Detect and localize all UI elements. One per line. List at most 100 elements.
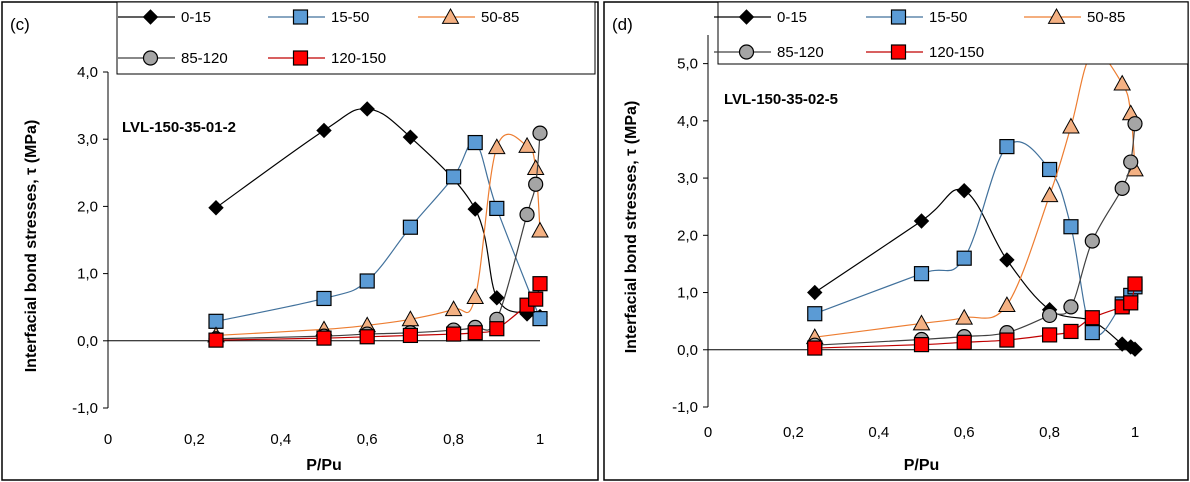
data-point (913, 213, 930, 229)
data-point (316, 122, 332, 139)
data-point (519, 206, 535, 223)
data-point (956, 182, 972, 199)
x-tick-label: 0,6 (357, 431, 378, 448)
data-point (526, 159, 545, 175)
y-tick-label: 0,0 (677, 342, 698, 359)
data-point (1084, 233, 1100, 249)
data-point (359, 329, 375, 345)
data-point (807, 284, 823, 301)
data-point (446, 326, 462, 342)
y-tick-label: 2,0 (77, 198, 98, 215)
data-point (1062, 117, 1080, 134)
legend-marker (142, 9, 159, 25)
series-50-85 (805, 44, 1144, 345)
data-point (956, 250, 972, 266)
legend-marker (890, 9, 907, 25)
data-point (807, 340, 823, 356)
legend-marker (890, 44, 907, 60)
chart-panel-d: -1,0 0,0 1,0 2,0 3,0 4,0 5,0 0 0,2 0,4 0,6 0,8 1 P/Pu… (612, 1, 1189, 474)
data-point (444, 300, 463, 317)
legend-label: 50-85 (481, 9, 519, 26)
legend-marker (292, 9, 309, 25)
legend-marker (142, 50, 159, 66)
x-tick-label: 0,2 (184, 431, 205, 448)
series-15-50 (208, 134, 548, 329)
legend: 0-15 15-50 50-85 85-120 120-150 (714, 1, 1189, 65)
data-point (359, 101, 375, 117)
series-line (215, 133, 541, 340)
data-point (913, 337, 930, 353)
data-point (208, 313, 224, 329)
data-point (489, 290, 505, 306)
data-point (1041, 307, 1058, 324)
y-tick-label: 4,0 (677, 113, 698, 130)
data-point (446, 169, 462, 185)
x-tick-label: 0,6 (954, 424, 975, 441)
data-point (807, 306, 823, 322)
data-point (956, 334, 972, 350)
data-point (528, 176, 544, 192)
y-axis-title: Interfacial bond stresses, τ (MPa) (23, 120, 40, 373)
y-tick-label: 4,0 (77, 64, 98, 81)
y-tick-label: 1,0 (77, 266, 98, 283)
data-point (532, 276, 548, 292)
legend-label: 15-50 (929, 9, 967, 26)
legend: 0-15 15-50 50-85 85-120 120-150 (116, 1, 596, 75)
legend-marker (738, 44, 755, 60)
data-point (1084, 325, 1100, 341)
data-point (487, 138, 506, 155)
data-point (518, 136, 536, 153)
x-axis-title: P/Pu (904, 457, 940, 474)
data-point (1041, 327, 1058, 343)
data-point (1063, 219, 1079, 235)
legend-label: 15-50 (331, 9, 369, 26)
series-line (814, 51, 1136, 338)
data-point (208, 200, 224, 216)
data-point (466, 288, 485, 305)
data-point (402, 219, 418, 235)
legend-marker (292, 50, 309, 66)
x-tick-label: 0,2 (783, 424, 804, 441)
legend-marker (738, 9, 755, 25)
data-point (999, 139, 1015, 155)
data-point (316, 290, 332, 307)
data-point (467, 325, 483, 341)
legend-label: 0-15 (181, 9, 211, 26)
series-line (814, 123, 1136, 346)
y-tick-label: 3,0 (677, 170, 698, 187)
data-point (1063, 323, 1079, 340)
y-tick-label: -1,0 (72, 400, 98, 417)
y-tick-label: 0,0 (77, 333, 98, 350)
data-point (912, 314, 931, 331)
y-tick-label: 5,0 (677, 56, 698, 73)
data-point (467, 134, 483, 151)
data-point (532, 311, 548, 327)
data-point (1040, 186, 1059, 203)
data-point (1127, 341, 1143, 357)
data-point (955, 308, 974, 325)
data-point (1127, 116, 1143, 132)
specimen-annotation: LVL-150-35-02-5 (724, 91, 838, 108)
data-point (489, 200, 505, 217)
x-tick-label: 0,4 (270, 431, 291, 448)
data-point (1113, 74, 1132, 91)
legend-label: 50-85 (1087, 9, 1125, 26)
data-point (402, 327, 418, 344)
data-point (1127, 276, 1143, 292)
legend-box (717, 1, 1189, 65)
panel-label: (d) (612, 15, 633, 34)
y-tick-label: 2,0 (677, 227, 698, 244)
x-axis-title: P/Pu (306, 457, 342, 474)
series-120-150 (807, 276, 1143, 356)
x-tick-label: 0 (704, 424, 712, 441)
x-tick-label: 0,8 (1039, 424, 1060, 441)
data-point (1084, 310, 1100, 326)
x-tick-label: 0,4 (868, 424, 889, 441)
legend-marker (1047, 7, 1066, 24)
chart-panel-c: -1,0 0,0 1,0 2,0 3,0 4,0 0 0,2 0,4 0,6 0,8 1 P/Pu Int… (10, 1, 596, 474)
panel-label: (c) (10, 15, 30, 34)
data-point (359, 273, 375, 289)
data-point (467, 201, 483, 217)
data-point (1114, 180, 1130, 196)
